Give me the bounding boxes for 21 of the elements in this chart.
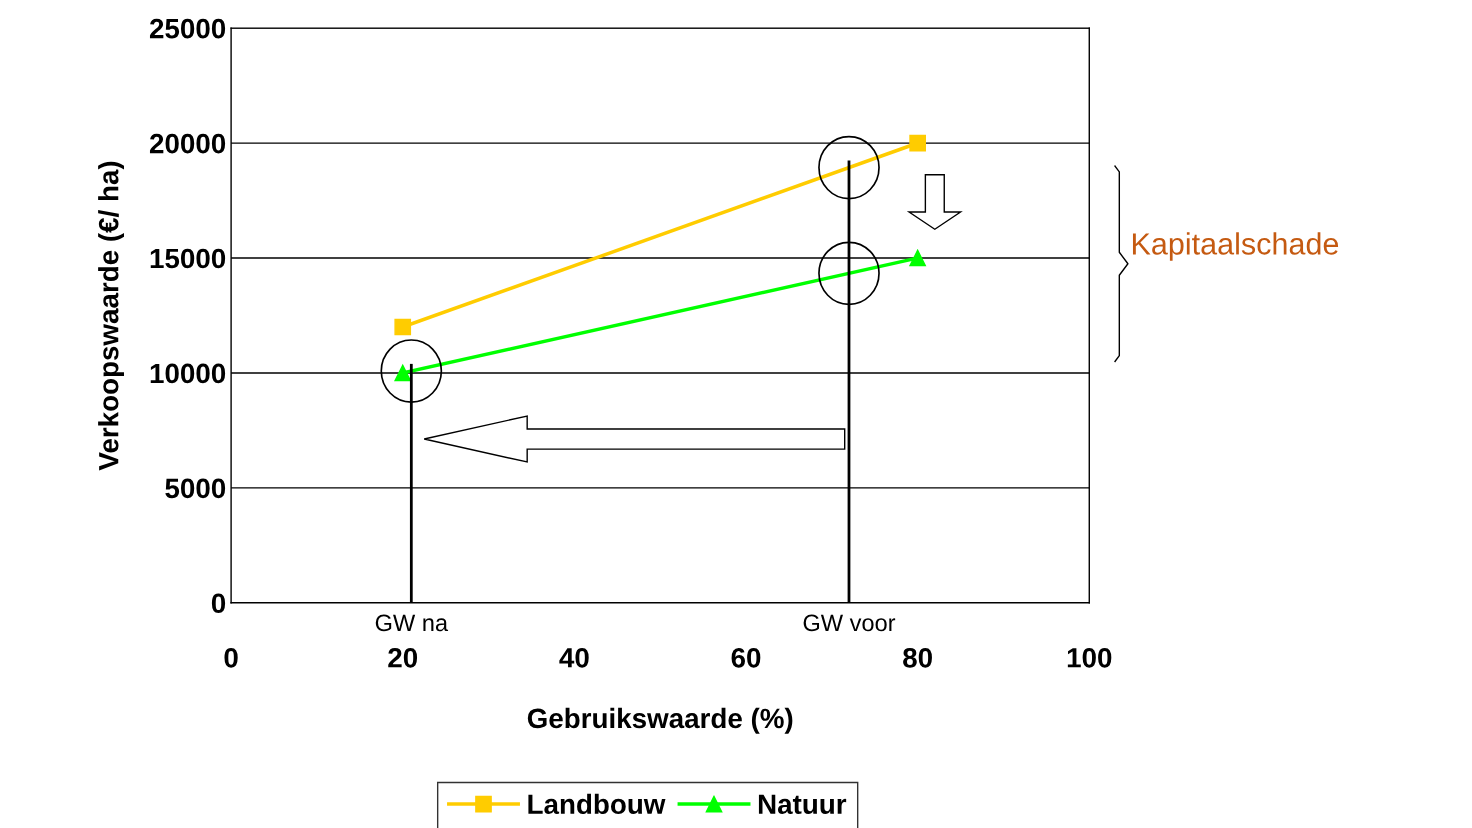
ref-line-label: GW na bbox=[375, 614, 449, 632]
y-tick-label: 10000 bbox=[150, 363, 226, 384]
text: Kapitaalschade bbox=[1132, 232, 1339, 261]
point bbox=[909, 249, 926, 267]
x-axis-title: Gebruikswaarde (%) bbox=[527, 707, 793, 734]
legend-label: Landbouw bbox=[528, 793, 666, 815]
y-tick-label: 0 bbox=[211, 593, 226, 614]
point bbox=[909, 134, 926, 152]
x-tick-label: 80 bbox=[903, 647, 932, 668]
ref-line-label: GW voor bbox=[803, 614, 896, 632]
y-tick-label: 25000 bbox=[149, 18, 226, 39]
y-tick-label: 5000 bbox=[165, 478, 226, 499]
y-tick-label: 20000 bbox=[149, 133, 226, 154]
y-axis-title: Verkoopswaarde (€/ ha) bbox=[98, 161, 125, 471]
legend-label: Natuur bbox=[758, 794, 847, 815]
y-tick-label: 15000 bbox=[150, 248, 226, 269]
point bbox=[394, 318, 412, 336]
x-tick-label: 60 bbox=[731, 647, 761, 668]
x-tick-label: 20 bbox=[388, 647, 418, 668]
x-tick-label: 100 bbox=[1067, 647, 1112, 668]
x-tick-label: 40 bbox=[559, 647, 589, 668]
